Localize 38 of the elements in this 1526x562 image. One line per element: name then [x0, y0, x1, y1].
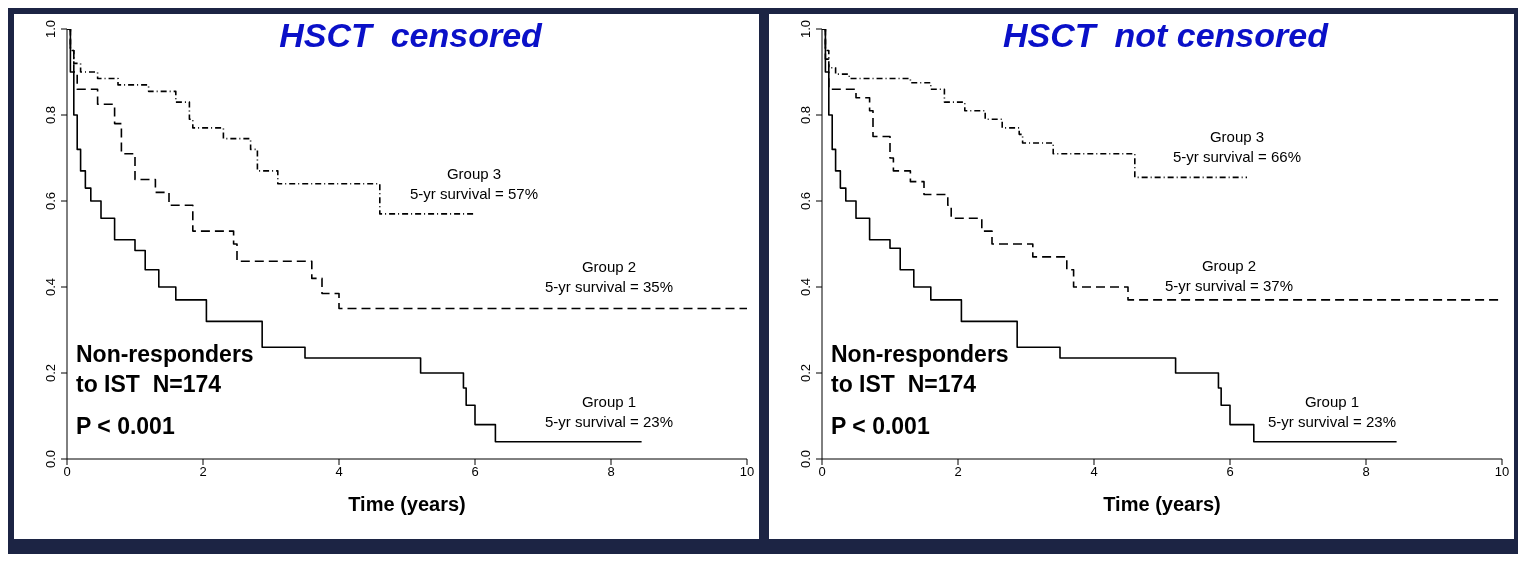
annotation: Group 2 5-yr survival = 35% — [544, 257, 674, 297]
x-tick-label: 2 — [954, 464, 962, 480]
annotation: Group 1 5-yr survival = 23% — [1267, 392, 1397, 432]
x-tick-label: 4 — [1090, 464, 1098, 480]
x-tick-label: 0 — [63, 464, 71, 480]
x-tick-label: 10 — [1494, 464, 1510, 480]
y-tick-label: 0.8 — [798, 105, 813, 125]
y-tick-label: 0.4 — [798, 277, 813, 297]
y-tick-label: 0.6 — [43, 191, 58, 211]
y-tick-label: 0.0 — [798, 449, 813, 469]
annotation: Non-responders to IST N=174 — [831, 340, 1009, 399]
annotation: Group 1 5-yr survival = 23% — [544, 392, 674, 432]
annotation: Group 2 5-yr survival = 37% — [1164, 256, 1294, 296]
x-tick-label: 0 — [818, 464, 826, 480]
y-tick-label: 0.8 — [43, 105, 58, 125]
x-tick-label: 6 — [471, 464, 479, 480]
y-tick-label: 0.6 — [798, 191, 813, 211]
y-tick-label: 1.0 — [43, 19, 58, 39]
x-tick-label: 10 — [739, 464, 755, 480]
x-tick-label: 8 — [1362, 464, 1370, 480]
x-axis-title: Time (years) — [1103, 493, 1221, 515]
annotation: Group 3 5-yr survival = 66% — [1172, 127, 1302, 167]
annotation: P < 0.001 — [831, 412, 931, 441]
annotation: Non-responders to IST N=174 — [76, 340, 254, 399]
y-tick-label: 1.0 — [798, 19, 813, 39]
x-tick-label: 2 — [199, 464, 207, 480]
y-tick-label: 0.2 — [798, 363, 813, 383]
x-tick-label: 4 — [335, 464, 343, 480]
annotation: P < 0.001 — [76, 412, 176, 441]
chart-title: HSCT censored — [278, 16, 544, 55]
x-tick-label: 6 — [1226, 464, 1234, 480]
annotation: Group 3 5-yr survival = 57% — [409, 164, 539, 204]
y-tick-label: 0.4 — [43, 277, 58, 297]
x-axis-title: Time (years) — [348, 493, 466, 515]
y-tick-label: 0.0 — [43, 449, 58, 469]
chart-title: HSCT not censored — [1002, 16, 1330, 55]
x-tick-label: 8 — [607, 464, 615, 480]
y-tick-label: 0.2 — [43, 363, 58, 383]
